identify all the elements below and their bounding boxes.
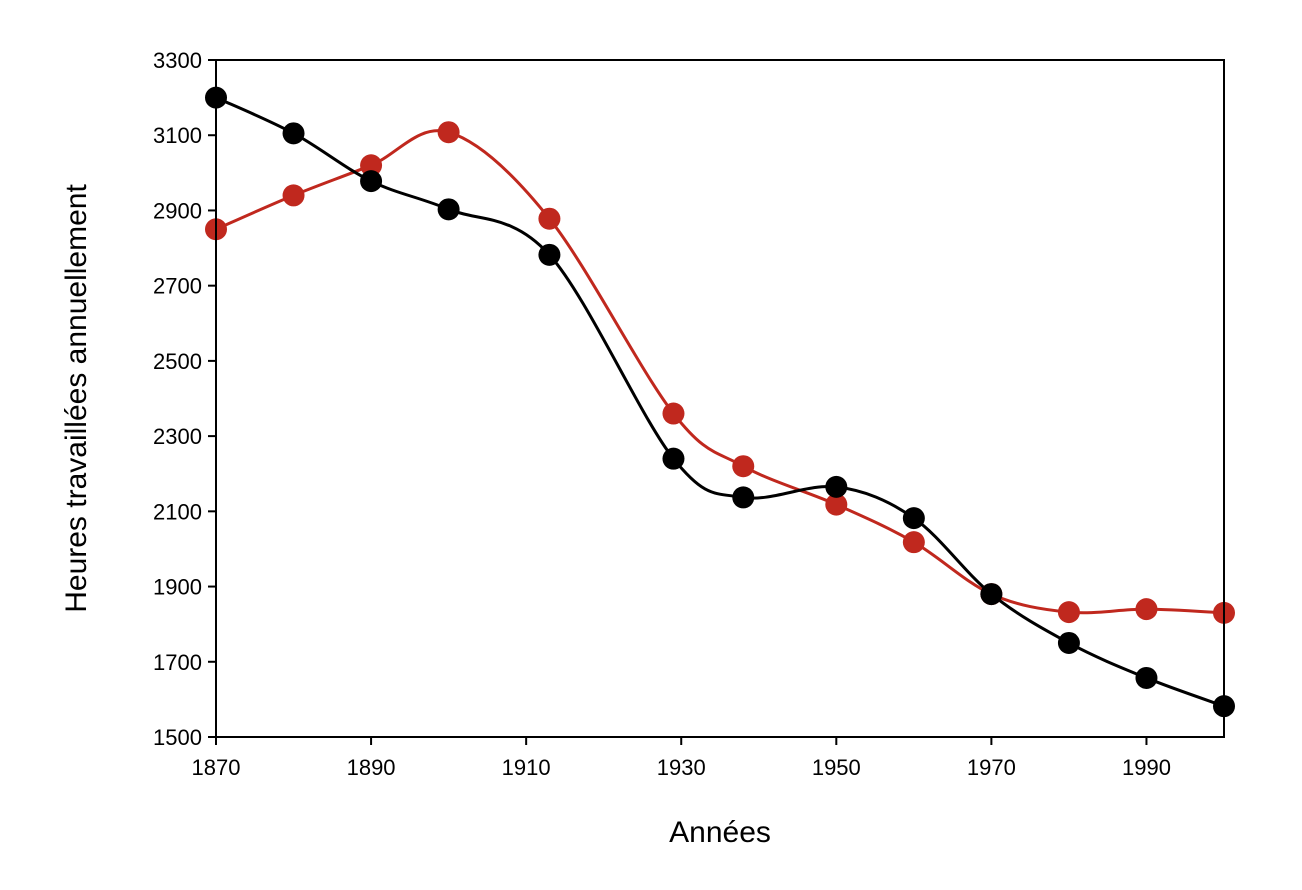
y-tick-label: 2300 (153, 424, 202, 449)
y-tick-label: 2500 (153, 349, 202, 374)
y-tick-label: 3100 (153, 123, 202, 148)
x-axis-ticks: 1870 1890 1910 1930 1950 1970 1990 (192, 737, 1171, 780)
series-0-point (538, 207, 561, 230)
y-tick-label: 2900 (153, 198, 202, 223)
series-1-point (980, 583, 1003, 606)
x-tick-label: 1870 (192, 755, 241, 780)
y-tick-label: 1900 (153, 575, 202, 600)
y-axis-ticks: 1500 1700 1900 2100 2300 2500 2700 2900 3100 3300 (153, 48, 216, 750)
series-1-point (662, 447, 685, 470)
series-1-point (1057, 631, 1080, 654)
x-tick-label: 1890 (347, 755, 396, 780)
series-1-point (360, 170, 383, 193)
x-tick-label: 1910 (502, 755, 551, 780)
series-0-point (1135, 598, 1158, 621)
y-tick-label: 2700 (153, 274, 202, 299)
y-tick-label: 3300 (153, 48, 202, 73)
series-0-point (282, 184, 305, 207)
series-0-point (902, 531, 925, 554)
y-tick-label: 2100 (153, 499, 202, 524)
x-tick-label: 1950 (812, 755, 861, 780)
series-0-line (215, 129, 1225, 615)
series-0-point (662, 402, 685, 425)
series-1-point (437, 198, 460, 221)
series-layer (205, 86, 1235, 718)
series-0-point (732, 455, 755, 478)
series-1-point (732, 486, 755, 509)
series-1-point (282, 122, 305, 145)
x-tick-label: 1930 (657, 755, 706, 780)
series-1-point (1135, 666, 1158, 689)
series-0-point (1057, 601, 1080, 624)
y-axis-title: Heures travaillées annuellement (60, 184, 93, 613)
y-tick-label: 1700 (153, 650, 202, 675)
x-tick-label: 1990 (1122, 755, 1171, 780)
plot-area-frame (215, 59, 1225, 738)
y-tick-label: 1500 (153, 725, 202, 750)
x-tick-label: 1970 (967, 755, 1016, 780)
series-0-point (825, 493, 848, 516)
x-axis-title: Années (669, 816, 771, 849)
series-1-point (902, 507, 925, 530)
series-1-point (825, 475, 848, 498)
series-0-point (360, 154, 383, 177)
series-0-point (437, 121, 460, 144)
series-1-point (538, 243, 561, 266)
